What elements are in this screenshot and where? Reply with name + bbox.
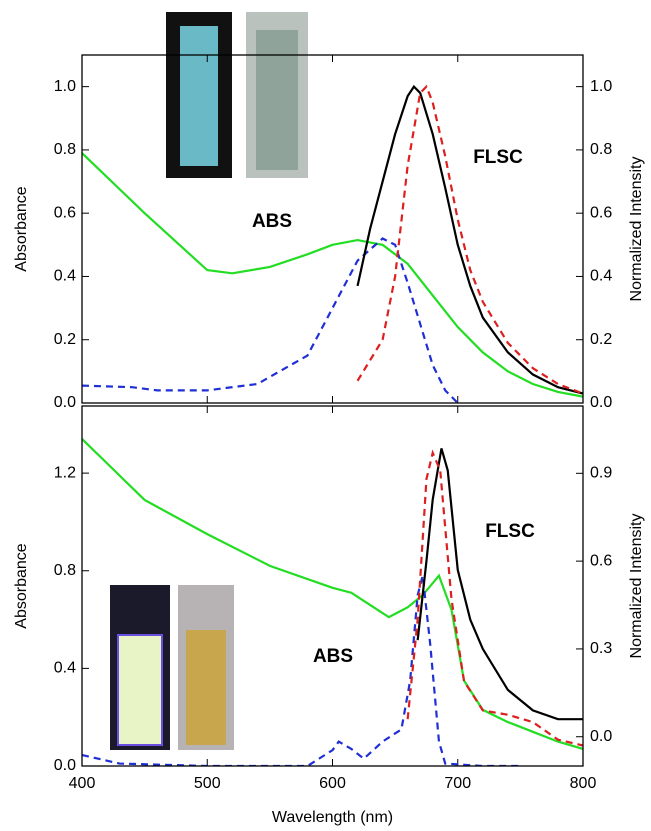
- cuvette-glow: [117, 634, 163, 746]
- y-tick-label: 0.0: [54, 757, 76, 774]
- y-tick-label: 1.2: [54, 464, 76, 481]
- plot-lines: [82, 438, 583, 766]
- y-tick-label: 0.8: [54, 141, 76, 158]
- annotation: ABS: [313, 646, 353, 667]
- y2-tick-label: 0.0: [590, 394, 612, 411]
- x-tick-label: 500: [194, 775, 221, 792]
- y2-axis-title: Normalized Intensity: [628, 514, 645, 659]
- cuvette-glow: [180, 26, 218, 166]
- inset-photos-bottom: [110, 585, 234, 750]
- y2-axis-title: Normalized Intensity: [628, 157, 645, 302]
- y2-tick-label: 0.6: [590, 552, 612, 569]
- spectrum-line: [416, 448, 583, 721]
- y-tick-label: 0.2: [54, 331, 76, 348]
- plot-frame: [81, 405, 584, 767]
- annotation: ABS: [252, 211, 292, 232]
- y2-tick-label: 0.8: [590, 141, 612, 158]
- y-tick-label: 0.4: [54, 660, 76, 677]
- plot-lines: [82, 84, 583, 403]
- cuvette-liquid: [186, 630, 226, 745]
- y-axis-title: Absorbance: [13, 543, 30, 628]
- y-axis-title: Absorbance: [13, 186, 30, 271]
- spectrum-line: [82, 237, 459, 403]
- spectrum-line: [82, 438, 583, 750]
- y2-tick-label: 1.0: [590, 78, 612, 95]
- plot-frame: [81, 54, 584, 404]
- x-tick-label: 700: [444, 775, 471, 792]
- cuvette-liquid: [256, 30, 298, 170]
- x-tick-label: 600: [319, 775, 346, 792]
- y-tick-label: 0.6: [54, 204, 76, 221]
- annotation: FLSC: [473, 147, 523, 168]
- spectrum-line: [406, 449, 583, 747]
- y-tick-label: 0.4: [54, 268, 76, 285]
- y2-tick-label: 0.0: [590, 728, 612, 745]
- y2-tick-label: 0.9: [590, 465, 612, 482]
- inset-photos-top: [166, 12, 308, 178]
- x-tick-label: 800: [570, 775, 597, 792]
- spectrum-line: [356, 84, 583, 395]
- y-tick-label: 1.0: [54, 78, 76, 95]
- y2-tick-label: 0.2: [590, 331, 612, 348]
- x-tick-label: 400: [69, 775, 96, 792]
- x-axis-title: Wavelength (nm): [272, 809, 393, 826]
- y2-tick-label: 0.6: [590, 204, 612, 221]
- spectrum-line: [356, 84, 583, 395]
- y-tick-label: 0.0: [54, 394, 76, 411]
- y-tick-label: 0.8: [54, 562, 76, 579]
- y2-tick-label: 0.4: [590, 268, 612, 285]
- spectrum-line: [82, 152, 583, 398]
- y2-tick-label: 0.3: [590, 640, 612, 657]
- annotation: FLSC: [485, 521, 535, 542]
